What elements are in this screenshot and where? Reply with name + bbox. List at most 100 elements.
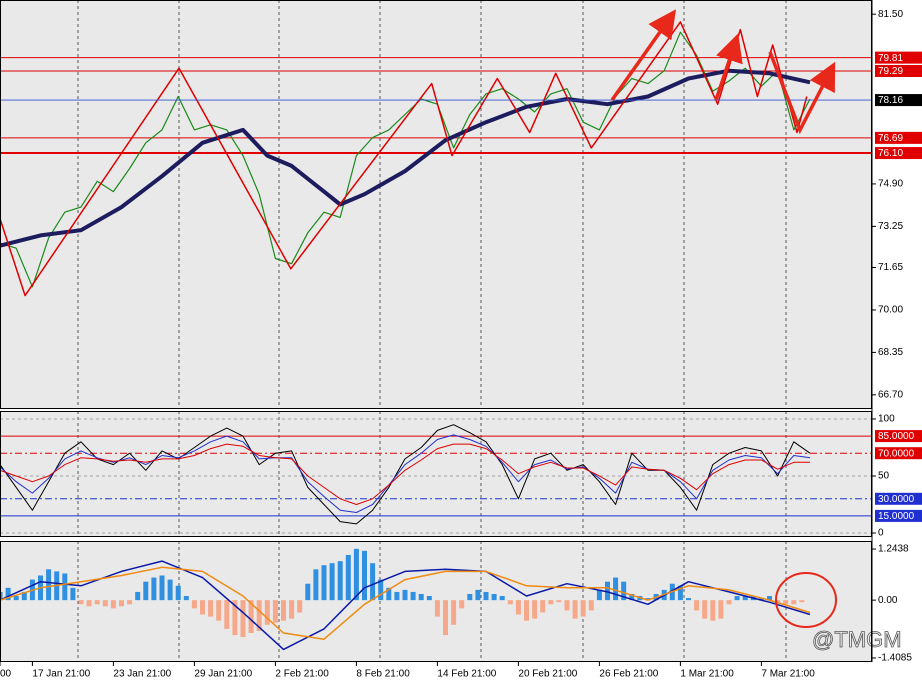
histogram-bar [183, 596, 189, 601]
red-arrow [714, 33, 743, 101]
histogram-bar [686, 598, 691, 601]
level-label-box [875, 147, 922, 160]
y-tick-label: 0 [878, 528, 884, 539]
histogram-bar [588, 600, 594, 611]
histogram-bar [451, 600, 457, 625]
level-label-box [875, 51, 922, 64]
histogram-bar [418, 593, 424, 601]
level-label: 15.0000 [878, 511, 915, 522]
histogram-bar [443, 600, 448, 636]
histogram-bar [0, 591, 3, 601]
level-label-box [875, 430, 922, 443]
level-label: 30.0000 [878, 494, 915, 505]
histogram-bar [515, 600, 521, 615]
y-tick-label: 100 [878, 414, 895, 425]
histogram-bar [167, 579, 173, 601]
histogram-bar [191, 600, 197, 609]
x-tick-label: 7 Mar 21:00 [761, 669, 815, 680]
histogram-bar [548, 600, 554, 605]
level-label: 76.69 [878, 133, 903, 144]
histogram-bar [248, 600, 254, 634]
histogram-bar [791, 600, 797, 605]
y-tick-label: 74.90 [878, 179, 903, 190]
level-label-box [875, 64, 922, 77]
histogram-bar [621, 581, 627, 601]
histogram-bar [321, 565, 327, 601]
histogram-bar [135, 591, 141, 601]
level-label-box [875, 447, 922, 460]
histogram-bar [694, 600, 700, 611]
histogram-bar [370, 563, 376, 601]
histogram-bar [94, 600, 100, 605]
current-price-label: 78.16 [878, 95, 903, 106]
series-line [0, 560, 811, 651]
histogram-bar [507, 600, 513, 605]
histogram-bar [434, 600, 440, 617]
price-pane [0, 0, 872, 409]
histogram-bar [580, 600, 586, 617]
red-arrow [768, 51, 836, 135]
histogram-bar [394, 591, 400, 601]
histogram-bar [21, 591, 27, 601]
histogram-bar [378, 579, 384, 601]
level-label: 79.81 [878, 53, 903, 64]
histogram-bar [629, 593, 635, 601]
annotations [610, 9, 837, 628]
histogram-bar [159, 575, 165, 601]
watermark: @TMGM [812, 627, 902, 652]
histogram-bar [532, 600, 538, 619]
series-line [0, 21, 808, 297]
histogram-bar [110, 600, 116, 609]
histogram-bar [216, 600, 222, 621]
histogram-bar [491, 593, 497, 601]
y-tick-label: -1.4085 [878, 653, 912, 664]
x-tick-label: 29 Jan 21:00 [194, 669, 252, 680]
histogram-bar [758, 598, 764, 601]
histogram-bar [426, 596, 432, 601]
histogram-bar [289, 600, 295, 619]
histogram-bar [767, 596, 772, 601]
y-tick-label: 71.65 [878, 262, 903, 273]
histogram-bar [410, 591, 416, 601]
histogram-bar [240, 600, 246, 638]
pane-plot [0, 548, 811, 651]
histogram-bar [143, 581, 149, 601]
x-tick-label: 23 Jan 21:00 [113, 669, 171, 680]
level-label: 85.0000 [878, 431, 915, 442]
series-line [0, 566, 811, 640]
histogram-bar [799, 600, 805, 603]
histogram-bar [386, 587, 392, 601]
histogram-bar [78, 600, 84, 605]
histogram-bar [200, 600, 205, 615]
histogram-bar [224, 600, 230, 629]
level-label: 79.29 [878, 66, 903, 77]
x-tick-label: 2 Feb 21:00 [275, 669, 329, 680]
histogram-bar [127, 600, 133, 605]
histogram-bar [645, 598, 651, 601]
histogram-bar [232, 600, 238, 636]
histogram-bar [345, 554, 351, 601]
histogram-bar [329, 563, 335, 601]
histogram-bar [564, 600, 570, 611]
y-tick-label: 70.00 [878, 305, 903, 316]
y-tick-label: 0.00 [878, 595, 898, 606]
histogram-bar [175, 585, 181, 601]
histogram-bar [362, 550, 367, 601]
series-line [0, 68, 811, 248]
histogram-bar [702, 600, 708, 619]
histogram-bar [475, 589, 481, 601]
histogram-bar [734, 596, 740, 601]
histogram-bar [775, 600, 781, 603]
histogram-bar [467, 593, 473, 601]
histogram-bar [305, 583, 311, 601]
histogram-bar [151, 577, 157, 601]
y-tick-label: 1.2438 [878, 544, 909, 555]
y-tick-label: 73.25 [878, 221, 903, 232]
histogram-bar [605, 581, 610, 601]
x-tick-label: 8 Feb 21:00 [356, 669, 410, 680]
histogram-bar [596, 589, 602, 601]
series-line [0, 434, 811, 513]
level-label-box [875, 492, 922, 505]
histogram-bar [556, 600, 562, 603]
